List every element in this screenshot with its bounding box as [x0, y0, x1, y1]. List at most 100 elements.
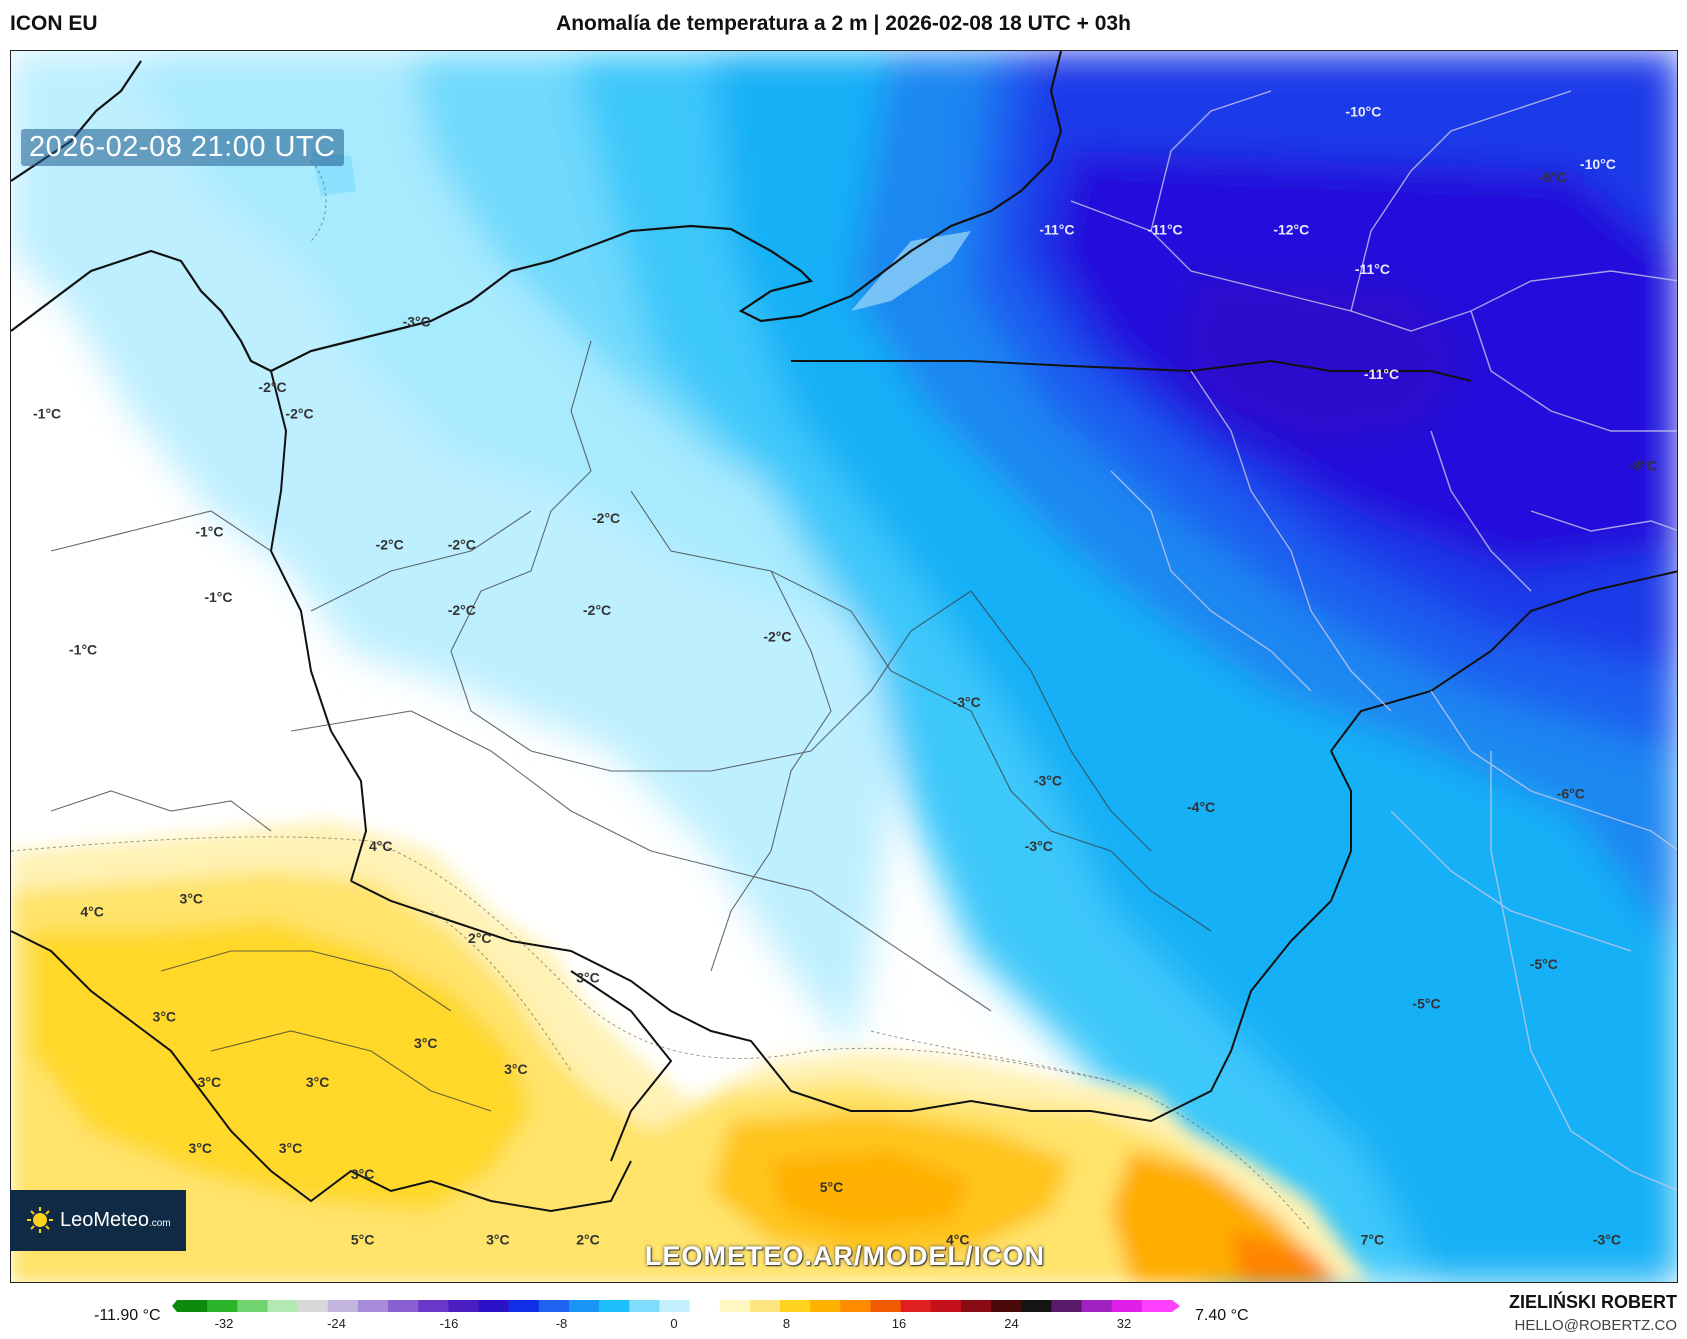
temp-label: 5°C	[351, 1232, 375, 1248]
temp-label: 4°C	[80, 904, 104, 920]
legend-swatch	[599, 1300, 630, 1312]
legend-tick-label: 24	[1004, 1316, 1018, 1331]
temp-label: 3°C	[351, 1166, 375, 1182]
admin-borders	[50, 340, 1212, 1112]
temp-label: -11°C	[1355, 261, 1390, 277]
temp-label: 2°C	[468, 930, 492, 946]
temp-label: -2°C	[448, 536, 476, 552]
temp-label: -2°C	[583, 602, 611, 618]
legend-swatch	[267, 1300, 299, 1312]
legend-swatch	[659, 1300, 691, 1312]
legend-tick-label: 32	[1117, 1316, 1131, 1331]
header-bar: ICON EU Anomalía de temperatura a 2 m | …	[0, 0, 1687, 52]
legend-swatch	[357, 1300, 389, 1312]
temp-label: 3°C	[279, 1140, 303, 1156]
temp-label: -3°C	[953, 694, 981, 710]
legend-swatch	[840, 1300, 871, 1312]
contour-lines	[11, 160, 1312, 1232]
temp-label: 3°C	[180, 891, 204, 907]
temperature-anomaly-map[interactable]: -3°C -2°C -1°C -2°C -1°C -2°C -2°C -2°C -1°C -2°C…	[10, 50, 1678, 1283]
legend-swatch	[780, 1300, 811, 1312]
temp-label: -3°C	[403, 314, 431, 330]
legend-swatch	[960, 1300, 992, 1312]
temp-label: -3°C	[1593, 1232, 1621, 1248]
legend-tick-label: 16	[892, 1316, 906, 1331]
legend-swatch	[1081, 1300, 1113, 1312]
temp-label: -9°C	[1629, 458, 1657, 474]
legend-swatch	[297, 1300, 329, 1312]
temp-label: 3°C	[189, 1140, 213, 1156]
author-block: ZIELIŃSKI ROBERT HELLO@ROBERTZ.CO	[1509, 1292, 1677, 1334]
legend-swatch	[930, 1300, 962, 1312]
legend-swatch	[689, 1300, 721, 1312]
temp-label: -5°C	[1530, 956, 1558, 972]
temp-label: 3°C	[576, 969, 600, 985]
temp-label: -6°C	[1557, 786, 1585, 802]
temp-label: -1°C	[33, 405, 61, 421]
anomaly-field-cold-light	[11, 51, 1677, 1282]
legend-tick-label: -24	[327, 1316, 346, 1331]
temp-label: -4°C	[1187, 799, 1215, 815]
temp-label: 3°C	[153, 1009, 177, 1025]
watermark: LEOMETEO.AR/MODEL/ICON	[645, 1241, 1045, 1271]
legend-swatch	[177, 1300, 208, 1312]
model-name: ICON EU	[10, 12, 98, 35]
legend-swatch	[1051, 1300, 1083, 1312]
temp-label: -2°C	[285, 405, 313, 421]
admin-borders-east	[1070, 90, 1677, 1191]
legend-tick-label: -8	[556, 1316, 568, 1331]
color-legend: -11.90 °C -32 -24 -16 -8 0 8 16 24 32 7.40 °C	[0, 1292, 1687, 1339]
legend-swatch	[207, 1300, 238, 1312]
temp-label: -5°C	[1412, 996, 1440, 1012]
valid-time-badge: 2026-02-08 21:00 UTC	[21, 129, 344, 166]
temp-label: 3°C	[198, 1074, 222, 1090]
legend-swatch	[448, 1300, 480, 1312]
temp-label: -2°C	[763, 628, 791, 644]
temp-label: -11°C	[1039, 222, 1074, 238]
author-name: ZIELIŃSKI ROBERT	[1508, 1292, 1677, 1312]
legend-max-value: 7.40 °C	[1195, 1307, 1249, 1324]
map-title: Anomalía de temperatura a 2 m | 2026-02-…	[556, 12, 1131, 35]
temp-label: 3°C	[486, 1232, 510, 1248]
leometeo-logo[interactable]: LeoMeteo.com	[10, 1190, 186, 1251]
temp-label: -2°C	[258, 379, 286, 395]
legend-tick-label: 8	[783, 1316, 790, 1331]
temp-label: -3°C	[1034, 773, 1062, 789]
temp-label: 5°C	[820, 1179, 844, 1195]
temp-label: 3°C	[414, 1035, 438, 1051]
temp-label: 4°C	[369, 838, 393, 854]
temp-label: -1°C	[69, 641, 97, 657]
temp-label: -2°C	[448, 602, 476, 618]
logo-suffix: .com	[148, 1218, 171, 1229]
legend-swatch	[870, 1300, 902, 1312]
legend-swatch	[810, 1300, 841, 1312]
legend-swatch	[991, 1300, 1022, 1312]
temp-label: -10°C	[1345, 104, 1381, 120]
legend-swatch	[388, 1300, 419, 1312]
temp-label: -9°C	[1539, 169, 1567, 185]
legend-tick-label: 0	[670, 1316, 677, 1331]
sun-icon	[27, 1207, 53, 1233]
legend-swatch	[749, 1300, 781, 1312]
temp-label: -11°C	[1364, 366, 1399, 382]
legend-swatch	[568, 1300, 600, 1312]
legend-swatch	[1111, 1300, 1143, 1312]
legend-tick-label: -32	[215, 1316, 234, 1331]
country-borders	[11, 360, 1677, 1213]
map-labels: -3°C -2°C -1°C -2°C -1°C -2°C -2°C -2°C -1°C -2°C…	[33, 104, 1657, 1248]
author-email[interactable]: HELLO@ROBERTZ.CO	[1514, 1317, 1677, 1334]
legend-swatch	[327, 1300, 359, 1312]
legend-swatch	[237, 1300, 268, 1312]
legend-swatch	[478, 1300, 510, 1312]
temp-label: 7°C	[1361, 1232, 1385, 1248]
temp-label: -2°C	[376, 536, 404, 552]
temp-label: 2°C	[576, 1232, 600, 1248]
legend-swatch	[418, 1300, 449, 1312]
legend-colorbar: -32 -24 -16 -8 0 8 16 24 32	[172, 1300, 1180, 1331]
logo-text: LeoMeteo.com	[60, 1209, 171, 1232]
temp-label: 3°C	[306, 1074, 330, 1090]
legend-swatch	[629, 1300, 660, 1312]
legend-swatch	[538, 1300, 570, 1312]
legend-min-value: -11.90 °C	[94, 1307, 161, 1324]
legend-left-arrow	[172, 1300, 177, 1312]
